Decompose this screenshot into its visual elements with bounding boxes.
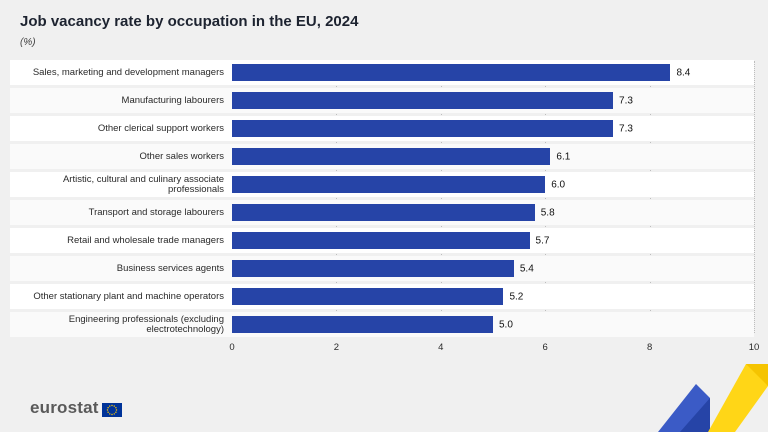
bar-value-label: 5.7 [535, 235, 550, 246]
bar-value-label: 5.4 [519, 263, 534, 274]
bar-value-label: 6.1 [556, 151, 571, 162]
bar-value-label: 7.3 [619, 95, 633, 106]
category-label: Artistic, cultural and culinary associat… [62, 173, 224, 195]
bar-row: Business services agents 5.4 [10, 256, 754, 281]
bar-track: 7.3 [232, 116, 754, 141]
bar [232, 232, 530, 249]
category-label: Other sales workers [139, 150, 224, 162]
bar-row: Transport and storage labourers 5.8 [10, 200, 754, 225]
bar-value-label: 5.8 [540, 207, 555, 218]
x-tick-label: 10 [748, 342, 760, 353]
category-label: Other stationary plant and machine opera… [33, 290, 224, 302]
bar [232, 92, 614, 109]
bar-value-label: 5.2 [509, 291, 524, 302]
category-label: Sales, marketing and development manager… [32, 66, 224, 78]
chart-title: Job vacancy rate by occupation in the EU… [20, 13, 359, 30]
eu-flag-icon [101, 403, 122, 417]
bar-track: 6.1 [232, 144, 754, 169]
footer: eurostat [0, 364, 768, 432]
bar-value-label: 5.0 [499, 319, 513, 330]
bar-row: Manufacturing labourers 7.3 [10, 88, 754, 113]
x-tick-label: 6 [542, 342, 548, 353]
bar-track: 8.4 [232, 60, 754, 85]
gridline [754, 61, 755, 333]
eurostat-wordmark: eurostat [30, 398, 99, 417]
bar-track: 5.2 [232, 284, 754, 309]
bar [232, 288, 504, 305]
bar-row: Other stationary plant and machine opera… [10, 284, 754, 309]
axis-spacer [10, 340, 232, 354]
category-label: Other clerical support workers [97, 122, 224, 134]
category-label: Retail and wholesale trade managers [67, 234, 224, 246]
axis-tick-labels: 0 2 4 6 8 10 [229, 340, 759, 354]
chart-header: Job vacancy rate by occupation in the EU… [0, 0, 768, 48]
bar-value-label: 6.0 [551, 179, 566, 190]
bar-row: Other clerical support workers 7.3 [10, 116, 754, 141]
bar-row: Other sales workers 6.1 [10, 144, 754, 169]
plot-area: Sales, marketing and development manager… [10, 60, 755, 337]
category-label: Manufacturing labourers [121, 94, 224, 106]
bar-track: 5.7 [232, 228, 754, 253]
eurostat-logo: eurostat [30, 398, 122, 418]
category-label: Transport and storage labourers [88, 206, 224, 218]
category-label: Engineering professionals (excluding ele… [68, 313, 224, 335]
bar-track: 5.8 [232, 200, 754, 225]
bar [232, 64, 671, 81]
x-tick-label: 4 [438, 342, 444, 353]
bar [232, 176, 546, 193]
bar [232, 260, 514, 277]
bar [232, 204, 535, 221]
bar-track: 5.0 [232, 312, 754, 337]
bar [232, 316, 493, 333]
bar-row: Engineering professionals (excluding ele… [10, 312, 754, 337]
bar-track: 6.0 [232, 172, 754, 197]
bar [232, 148, 551, 165]
chart-subtitle: (%) [20, 37, 36, 48]
x-tick-label: 8 [646, 342, 653, 353]
x-axis: 0 2 4 6 8 10 [10, 340, 759, 354]
bar-track: 7.3 [232, 88, 754, 113]
bar-row: Retail and wholesale trade managers 5.7 [10, 228, 754, 253]
bar-chart: Sales, marketing and development manager… [10, 60, 755, 337]
bar-row: Artistic, cultural and culinary associat… [10, 172, 754, 197]
bar [232, 120, 614, 137]
bar-track: 5.4 [232, 256, 754, 281]
bar-rows: Sales, marketing and development manager… [10, 60, 754, 337]
eurostat-ribbon-graphic [658, 364, 768, 432]
bar-value-label: 8.4 [676, 67, 691, 78]
bar-row: Sales, marketing and development manager… [10, 60, 754, 85]
x-tick-label: 0 [229, 342, 235, 353]
bar-value-label: 7.3 [619, 123, 633, 134]
category-label: Business services agents [116, 262, 224, 274]
x-tick-label: 2 [333, 342, 340, 353]
